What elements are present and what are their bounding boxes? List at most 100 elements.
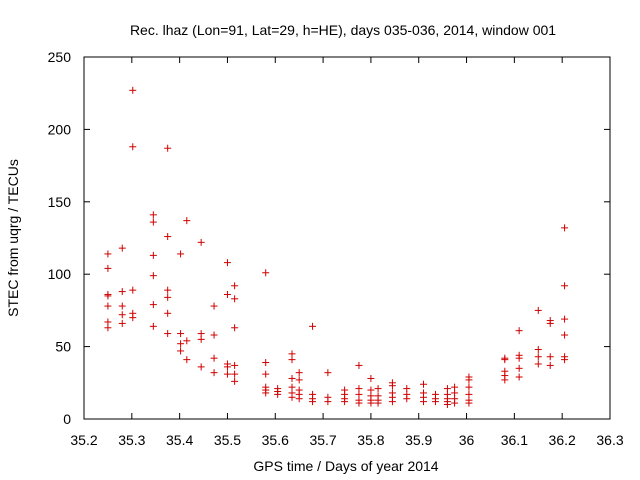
data-point: [149, 211, 157, 219]
data-point: [149, 301, 157, 309]
data-point: [324, 398, 332, 406]
data-point: [465, 376, 473, 384]
data-point: [262, 389, 270, 397]
data-point: [546, 361, 554, 369]
data-point: [210, 354, 218, 362]
x-axis-title: GPS time / Days of year 2014: [253, 458, 438, 474]
data-point: [515, 354, 523, 362]
data-point: [164, 309, 172, 317]
y-tick-label: 150: [48, 194, 72, 210]
data-point: [561, 315, 569, 323]
data-point: [341, 398, 349, 406]
y-tick-label: 50: [55, 339, 71, 355]
data-point: [231, 324, 239, 332]
data-point: [262, 359, 270, 367]
data-point: [288, 374, 296, 382]
data-point: [118, 302, 126, 310]
data-point: [561, 331, 569, 339]
data-point: [262, 269, 270, 277]
data-point: [118, 311, 126, 319]
data-point: [501, 356, 509, 364]
data-point: [164, 233, 172, 241]
data-point: [223, 259, 231, 267]
data-point: [231, 370, 239, 378]
x-tick-label: 36.3: [596, 432, 623, 448]
data-point: [367, 399, 375, 407]
data-point: [295, 395, 303, 403]
data-point: [104, 292, 112, 300]
data-point: [197, 238, 205, 246]
data-point: [231, 295, 239, 303]
data-point: [388, 382, 396, 390]
data-point: [515, 364, 523, 372]
data-point: [164, 286, 172, 294]
data-point: [420, 380, 428, 388]
data-point: [183, 217, 191, 225]
data-point: [164, 144, 172, 152]
plot-frame: [83, 56, 611, 420]
data-point: [420, 398, 428, 406]
data-points: [104, 86, 569, 409]
data-point: [231, 282, 239, 290]
data-point: [104, 250, 112, 258]
data-point: [129, 86, 137, 94]
data-point: [534, 360, 542, 368]
data-point: [149, 218, 157, 226]
data-point: [149, 251, 157, 259]
data-point: [355, 361, 363, 369]
y-axis-title: STEC from uqrg / TECUs: [5, 159, 21, 317]
data-point: [183, 356, 191, 364]
data-point: [431, 398, 439, 406]
x-tick-label: 36: [459, 432, 475, 448]
data-point: [231, 377, 239, 385]
data-point: [367, 374, 375, 382]
data-point: [104, 302, 112, 310]
data-point: [288, 356, 296, 364]
y-tick-label: 250: [48, 49, 72, 65]
data-point: [164, 330, 172, 338]
x-tick-label: 36.1: [501, 432, 528, 448]
data-point: [197, 335, 205, 343]
data-point: [177, 340, 185, 348]
data-point: [274, 390, 282, 398]
data-point: [561, 224, 569, 232]
data-point: [309, 322, 317, 330]
data-point: [465, 399, 473, 407]
data-point: [501, 376, 509, 384]
y-axis: 0 50 100 150 200 250: [48, 49, 610, 427]
data-point: [149, 272, 157, 280]
data-point: [295, 369, 303, 377]
data-point: [451, 399, 459, 407]
data-point: [177, 330, 185, 338]
data-point: [262, 370, 270, 378]
data-point: [546, 319, 554, 327]
x-tick-label: 35.7: [309, 432, 336, 448]
data-point: [164, 293, 172, 301]
data-point: [534, 353, 542, 361]
data-point: [288, 393, 296, 401]
x-axis: 35.2 35.3 35.4 35.5 35.6 35.7 35.8 35.9 36 36.1 36…: [70, 57, 624, 448]
data-point: [210, 302, 218, 310]
data-point: [374, 385, 382, 393]
data-point: [223, 363, 231, 371]
x-tick-label: 35.9: [405, 432, 432, 448]
data-point: [118, 319, 126, 327]
data-point: [388, 398, 396, 406]
x-tick-label: 35.8: [357, 432, 384, 448]
x-tick-label: 35.3: [118, 432, 145, 448]
x-tick-label: 35.6: [262, 432, 289, 448]
x-tick-label: 36.2: [549, 432, 576, 448]
x-tick-label: 35.4: [166, 432, 193, 448]
chart-title: Rec. lhaz (Lon=91, Lat=29, h=HE), days 0…: [130, 22, 556, 38]
data-point: [104, 264, 112, 272]
data-point: [561, 356, 569, 364]
data-point: [183, 337, 191, 345]
data-point: [223, 370, 231, 378]
data-point: [534, 306, 542, 314]
data-point: [295, 376, 303, 384]
x-tick-label: 35.5: [214, 432, 241, 448]
data-point: [231, 361, 239, 369]
data-point: [129, 314, 137, 322]
data-point: [309, 398, 317, 406]
